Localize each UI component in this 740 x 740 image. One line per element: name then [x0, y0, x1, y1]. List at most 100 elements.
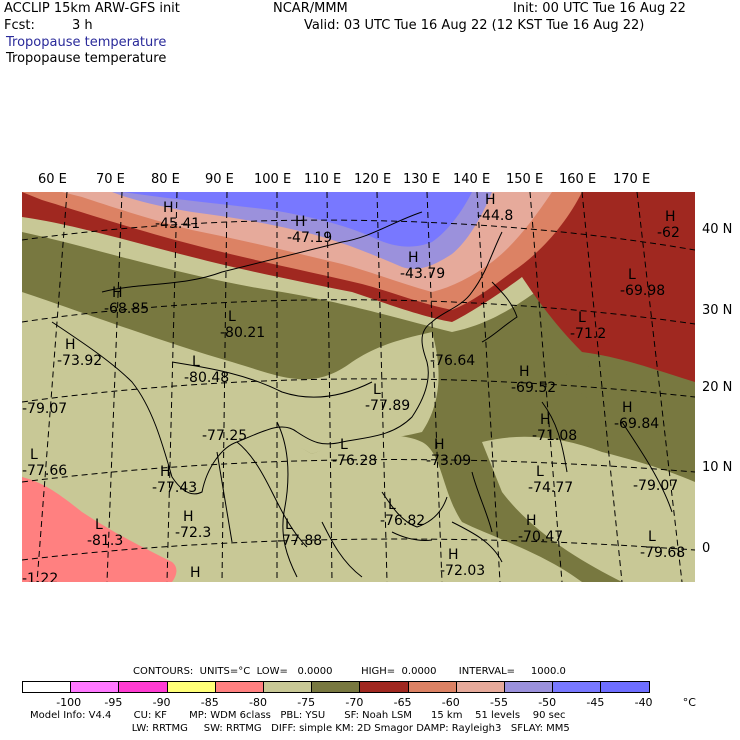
- low-marker: L: [192, 354, 200, 370]
- high-marker: H: [622, 400, 633, 416]
- extremum-value: -47.19: [287, 230, 332, 246]
- colorbar-label: -40: [634, 696, 653, 709]
- high-marker: H: [160, 464, 171, 480]
- extremum-value: -81.3: [87, 533, 123, 549]
- high-marker: H: [112, 285, 123, 301]
- organization: NCAR/MMM: [273, 1, 348, 16]
- extremum-value: -77.89: [365, 398, 410, 414]
- colorbar-swatch: [214, 681, 264, 693]
- extremum-value: -76.82: [380, 513, 425, 529]
- colorbar-label: -100: [56, 696, 82, 709]
- colorbar-swatch: [311, 681, 361, 693]
- extremum-value: -77.25: [202, 428, 247, 444]
- extremum-value: -68.85: [104, 301, 149, 317]
- extremum-value: -80.21: [220, 325, 265, 341]
- high-marker: H: [519, 364, 530, 380]
- low-marker: L: [388, 497, 396, 513]
- forecast-label: Fcst:: [4, 18, 35, 33]
- high-marker: H: [65, 337, 76, 353]
- colorbar-label: -80: [249, 696, 267, 709]
- lon-label: 70 E: [96, 172, 125, 187]
- valid-time: Valid: 03 UTC Tue 16 Aug 22 (12 KST Tue …: [304, 18, 645, 33]
- lon-label: 110 E: [304, 172, 342, 187]
- shade-minus45: [122, 192, 472, 247]
- colorbar-label: -50: [538, 696, 557, 709]
- low-marker: L: [340, 437, 348, 453]
- colorbar-label: -95: [104, 696, 123, 709]
- lon-label: 90 E: [205, 172, 234, 187]
- extremum-value: -74.46: [182, 581, 227, 582]
- lon-label: 80 E: [151, 172, 180, 187]
- model-info-line1: Model Info: V4.4 CU: KF MP: WDM 6class P…: [30, 710, 566, 721]
- extremum-value: -69.84: [614, 416, 659, 432]
- shade-minus70-pacific: [562, 362, 695, 432]
- lon-label: 170 E: [613, 172, 651, 187]
- colorbar-label: -65: [393, 696, 412, 709]
- init-time: Init: 00 UTC Tue 16 Aug 22: [513, 1, 686, 16]
- extremum-value: -1.22: [22, 571, 58, 582]
- colorbar-swatch: [118, 681, 168, 693]
- lat-label: 20 N: [702, 380, 733, 395]
- extremum-value: -70.47: [518, 529, 563, 545]
- lon-label: 150 E: [506, 172, 544, 187]
- high-marker: H: [434, 437, 445, 453]
- colorbar-swatch: [263, 681, 313, 693]
- high-marker: H: [448, 547, 459, 563]
- extremum-value: -43.79: [400, 266, 445, 282]
- forecast-value: 3 h: [72, 18, 93, 33]
- lat-label: 40 N: [702, 222, 733, 237]
- lon-label: 60 E: [38, 172, 67, 187]
- colorbar-label: -60: [441, 696, 460, 709]
- colorbar-swatch: [359, 681, 409, 693]
- extremum-value: -76.28: [332, 453, 377, 469]
- lon-label: 140 E: [453, 172, 491, 187]
- extremum-value: -71.2: [570, 326, 606, 342]
- low-marker: L: [628, 267, 636, 283]
- extremum-value: -77.88: [277, 533, 322, 549]
- lon-label: 120 E: [354, 172, 392, 187]
- field-title-contour: Tropopause temperature: [6, 51, 167, 66]
- lat-label: 30 N: [702, 303, 733, 318]
- colorbar-swatch: [166, 681, 216, 693]
- low-marker: L: [285, 517, 293, 533]
- high-marker: H: [408, 250, 419, 266]
- extremum-value: -77.66: [22, 463, 67, 479]
- high-marker: H: [485, 192, 496, 208]
- high-marker: H: [665, 209, 676, 225]
- extremum-value: -69.98: [620, 283, 665, 299]
- extremum-value: -72.03: [440, 563, 485, 579]
- contour-info: CONTOURS: UNITS=°C LOW= 0.0000 HIGH= 0.0…: [133, 666, 566, 677]
- colorbar-label: -55: [490, 696, 508, 709]
- extremum-value: -73.92: [57, 353, 102, 369]
- colorbar-label: -90: [152, 696, 171, 709]
- low-marker: L: [228, 309, 236, 325]
- extremum-value: -80.48: [184, 370, 229, 386]
- extremum-value: -77.43: [152, 480, 197, 496]
- high-marker: H: [540, 412, 551, 428]
- high-marker: H: [526, 513, 537, 529]
- high-marker: H: [183, 509, 194, 525]
- model-info-line2: LW: RRTMG SW: RRTMG DIFF: simple KM: 2D …: [30, 723, 570, 734]
- colorbar-label: -70: [345, 696, 364, 709]
- high-marker: H: [163, 200, 174, 216]
- extrema-labels: H-45.41 H-47.19H-44.8 H-62H-43.79 L-69.98H-…: [22, 192, 685, 582]
- colorbar-label: -85: [200, 696, 219, 709]
- low-marker: L: [578, 310, 586, 326]
- low-marker: L: [648, 529, 656, 545]
- lon-label: 130 E: [403, 172, 441, 187]
- shade-minus75-south: [22, 452, 542, 582]
- extremum-value: -79.07: [22, 401, 67, 417]
- extremum-value: -79.68: [640, 545, 685, 561]
- colorbar-swatch: [600, 681, 650, 693]
- colorbar-swatch: [407, 681, 457, 693]
- extremum-value: -45.41: [155, 216, 200, 232]
- low-marker: L: [536, 464, 544, 480]
- field-title-shaded: Tropopause temperature: [6, 35, 167, 50]
- extremum-value: -44.8: [477, 208, 513, 224]
- extremum-value: -76.64: [430, 353, 475, 369]
- low-marker: L: [30, 447, 38, 463]
- lat-label: 10 N: [702, 460, 733, 475]
- low-marker: L: [95, 517, 103, 533]
- extremum-value: -69.52: [511, 380, 556, 396]
- low-marker: L: [373, 382, 381, 398]
